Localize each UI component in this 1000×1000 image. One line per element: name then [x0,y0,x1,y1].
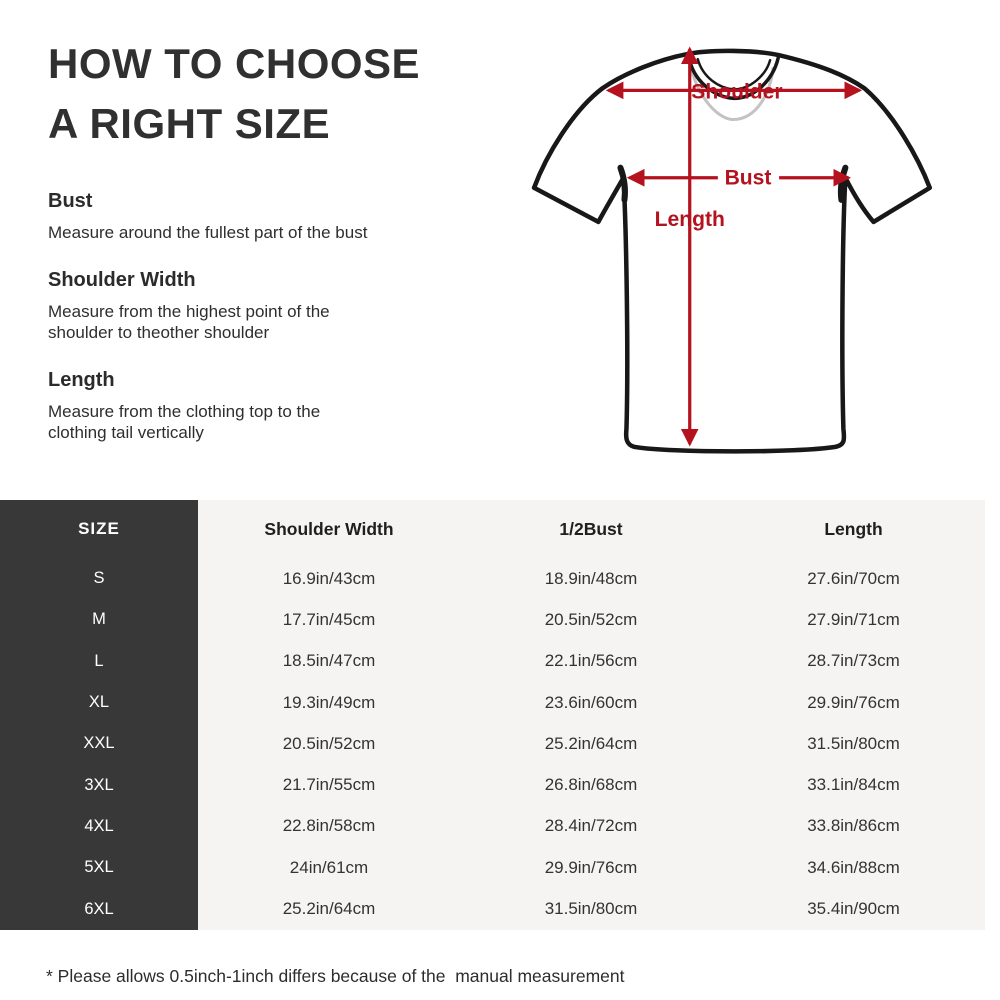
bust-label: Bust [725,167,772,190]
length-value: 35.4in/90cm [807,899,900,919]
table-row: S 16.9in/43cm 18.9in/48cm 27.6in/70cm [0,558,985,599]
length-value: 31.5in/80cm [807,733,900,753]
table-row: XXL 20.5in/52cm 25.2in/64cm 31.5in/80cm [0,723,985,764]
length-value: 27.6in/70cm [807,568,900,588]
page-title: HOW TO CHOOSE A RIGHT SIZE [48,40,421,147]
instruction-shoulder-heading: Shoulder Width [48,268,196,291]
half-bust-value: 23.6in/60cm [544,692,638,712]
header-length: Length [824,518,883,539]
tshirt-outline [531,48,933,454]
header-size: SIZE [78,519,120,538]
length-value: 27.9in/71cm [807,609,900,629]
size-label: 3XL [84,775,114,794]
shoulder-width-value: 18.5in/47cm [282,651,376,671]
table-row: 3XL 21.7in/55cm 26.8in/68cm 33.1in/84cm [0,764,985,805]
table-row: 4XL 22.8in/58cm 28.4in/72cm 33.8in/86cm [0,806,985,847]
size-label: S [93,569,105,588]
instruction-shoulder-text: Measure from the highest point of the sh… [48,301,330,343]
length-value: 29.9in/76cm [807,692,900,712]
instruction-bust: Bust Measure around the fullest part of … [48,190,488,244]
intro-section: HOW TO CHOOSE A RIGHT SIZE Bust Measure … [48,34,488,469]
instruction-length-heading: Length [48,368,115,391]
measurement-disclaimer: * Please allows 0.5inch-1inch differs be… [46,965,625,986]
size-label: 4XL [84,816,114,835]
measurement-arrows [605,46,863,447]
header-half-bust: 1/2Bust [559,518,623,539]
half-bust-value: 31.5in/80cm [544,899,638,919]
table-row: M 17.7in/45cm 20.5in/52cm 27.9in/71cm [0,599,985,640]
table-row: 5XL 24in/61cm 29.9in/76cm 34.6in/88cm [0,847,985,888]
shoulder-width-value: 22.8in/58cm [282,816,376,836]
table-row: L 18.5in/47cm 22.1in/56cm 28.7in/73cm [0,641,985,682]
half-bust-value: 26.8in/68cm [544,775,638,795]
length-value: 28.7in/73cm [807,651,900,671]
size-column-background [0,500,198,930]
instruction-bust-heading: Bust [48,190,93,212]
half-bust-value: 28.4in/72cm [544,816,638,836]
size-label: L [94,651,104,670]
measure-instructions: Bust Measure around the fullest part of … [48,190,488,444]
length-value: 33.8in/86cm [807,816,900,836]
size-label: XL [88,693,110,712]
shoulder-width-value: 20.5in/52cm [282,733,376,753]
length-value: 33.1in/84cm [807,775,900,795]
size-table-body: S 16.9in/43cm 18.9in/48cm 27.6in/70cm M … [0,558,985,930]
table-row: XL 19.3in/49cm 23.6in/60cm 29.9in/76cm [0,682,985,723]
size-label: M [92,610,106,629]
size-label: 6XL [84,899,114,918]
shoulder-width-value: 24in/61cm [289,857,369,877]
shoulder-width-value: 25.2in/64cm [282,899,376,919]
tshirt-measurement-diagram: Shoulder Bust Length [520,18,982,462]
instruction-length: Length Measure from the clothing top to … [48,369,488,444]
shoulder-width-value: 19.3in/49cm [282,692,376,712]
size-table: SIZE Shoulder Width 1/2Bust Length S 16.… [0,500,985,930]
size-label: XXL [83,734,115,753]
shoulder-width-value: 16.9in/43cm [282,568,376,588]
size-table-header: SIZE Shoulder Width 1/2Bust Length [0,500,985,558]
instruction-bust-text: Measure around the fullest part of the b… [48,223,368,242]
instruction-shoulder-width: Shoulder Width Measure from the highest … [48,269,488,344]
half-bust-value: 25.2in/64cm [544,733,638,753]
shoulder-width-value: 21.7in/55cm [282,775,376,795]
half-bust-value: 18.9in/48cm [544,568,638,588]
length-label: Length [655,208,725,231]
tshirt-diagram-svg: Shoulder Bust Length [531,46,933,454]
header-shoulder-width: Shoulder Width [264,518,394,539]
half-bust-value: 22.1in/56cm [544,651,638,671]
table-row: 6XL 25.2in/64cm 31.5in/80cm 35.4in/90cm [0,888,985,929]
size-label: 5XL [84,858,114,877]
instruction-length-text: Measure from the clothing top to the clo… [48,401,321,443]
length-value: 34.6in/88cm [807,857,900,877]
shoulder-width-value: 17.7in/45cm [282,609,376,629]
half-bust-value: 20.5in/52cm [544,609,638,629]
half-bust-value: 29.9in/76cm [544,857,638,877]
shoulder-label: Shoulder [691,80,782,103]
